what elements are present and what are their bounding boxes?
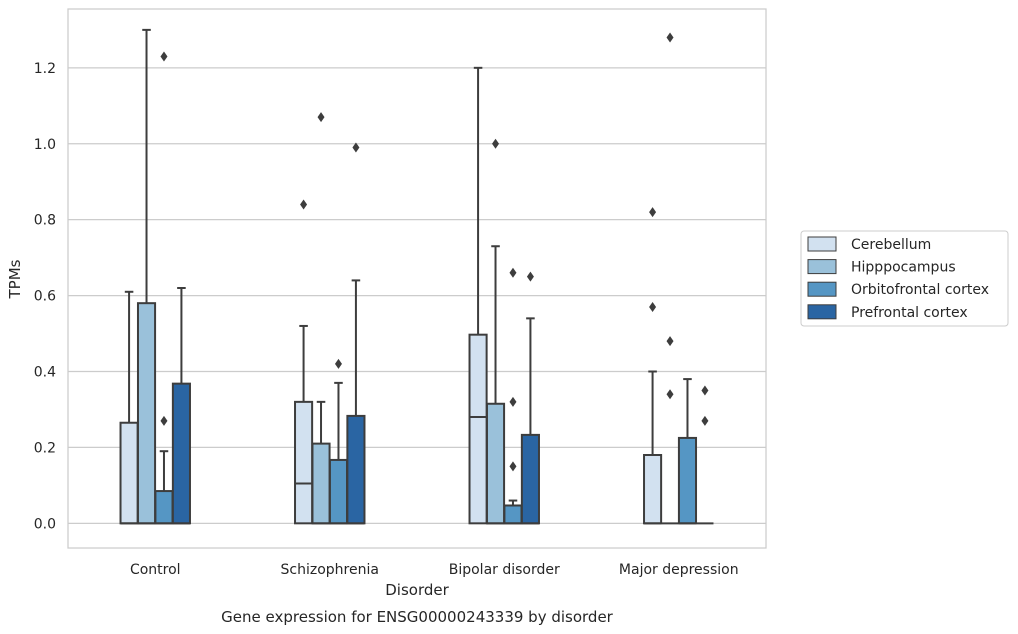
outlier-point — [509, 461, 517, 472]
chart-title: Gene expression for ENSG00000243339 by d… — [221, 608, 614, 626]
legend-swatch — [807, 236, 837, 252]
legend-swatch — [807, 304, 837, 320]
box-hipppocampus — [661, 32, 679, 525]
plot-frame — [67, 8, 767, 549]
outlier-point — [526, 271, 534, 282]
x-axis-label: Disorder — [385, 581, 449, 599]
box-cerebellum — [643, 207, 663, 525]
x-tick-label: Schizophrenia — [281, 562, 379, 578]
outlier-point — [649, 207, 657, 218]
box — [119, 421, 139, 525]
x-tick-labels: Control Schizophrenia Bipolar disorder Majo… — [130, 562, 739, 578]
box-prefrontal-cortex — [520, 271, 540, 525]
outlier-point — [160, 415, 168, 426]
legend-frame — [800, 230, 1009, 327]
y-tick-label: 0.8 — [34, 213, 56, 229]
legend-label: Prefrontal cortex — [851, 305, 968, 321]
box — [643, 454, 663, 525]
box-hipppocampus — [485, 138, 506, 525]
y-tick-label: 0.0 — [34, 516, 56, 532]
outlier-point — [701, 385, 709, 396]
box — [520, 433, 540, 525]
box — [677, 436, 698, 525]
box-orbitofrontal-cortex — [154, 51, 174, 525]
outlier-point — [509, 267, 517, 278]
legend-label: Orbitofrontal cortex — [851, 282, 989, 298]
box — [468, 333, 488, 525]
box — [346, 414, 366, 525]
y-tick-label: 1.0 — [34, 137, 56, 153]
legend-label: Cerebellum — [851, 237, 931, 253]
box — [311, 442, 331, 525]
outlier-point — [352, 142, 360, 153]
legend-swatch — [807, 259, 837, 275]
outlier-point — [666, 336, 674, 347]
outlier-point — [666, 32, 674, 43]
box — [328, 458, 349, 525]
x-tick-label: Control — [130, 562, 181, 578]
legend: Cerebellum Hipppocampus Orbitofrontal cort… — [800, 230, 1009, 327]
outlier-point — [649, 301, 657, 312]
y-tick-label: 0.2 — [34, 440, 56, 456]
box-hipppocampus — [136, 28, 157, 525]
box-prefrontal-cortex — [696, 385, 714, 525]
outlier-point — [509, 396, 517, 407]
outlier-point — [666, 389, 674, 400]
y-tick-label: 0.4 — [34, 364, 56, 380]
box — [485, 402, 506, 525]
x-tick-label: Bipolar disorder — [449, 562, 560, 578]
box-groups — [119, 28, 714, 525]
legend-label: Hipppocampus — [851, 260, 956, 276]
legend-swatch — [807, 281, 837, 297]
box-prefrontal-cortex — [346, 142, 366, 525]
y-tick-labels: 0.0 0.2 0.4 0.6 0.8 1.0 1.2 — [34, 61, 56, 532]
y-tick-label: 1.2 — [34, 61, 56, 77]
box — [171, 382, 191, 525]
outlier-point — [334, 358, 342, 369]
box-hipppocampus — [311, 112, 331, 525]
box-orbitofrontal-cortex — [677, 378, 698, 525]
y-axis-label: TPMs — [6, 259, 24, 299]
box-cerebellum — [119, 290, 139, 525]
box-cerebellum — [468, 66, 488, 525]
outlier-point — [300, 199, 308, 210]
x-tick-label: Major depression — [619, 562, 739, 578]
box — [503, 504, 523, 525]
outlier-point — [317, 112, 325, 123]
outlier-point — [492, 138, 500, 149]
box-prefrontal-cortex — [171, 286, 191, 525]
box — [294, 400, 314, 525]
outlier-point — [160, 51, 168, 62]
outlier-point — [701, 415, 709, 426]
box — [136, 302, 157, 525]
box — [154, 490, 174, 525]
y-tick-label: 0.6 — [34, 289, 56, 305]
